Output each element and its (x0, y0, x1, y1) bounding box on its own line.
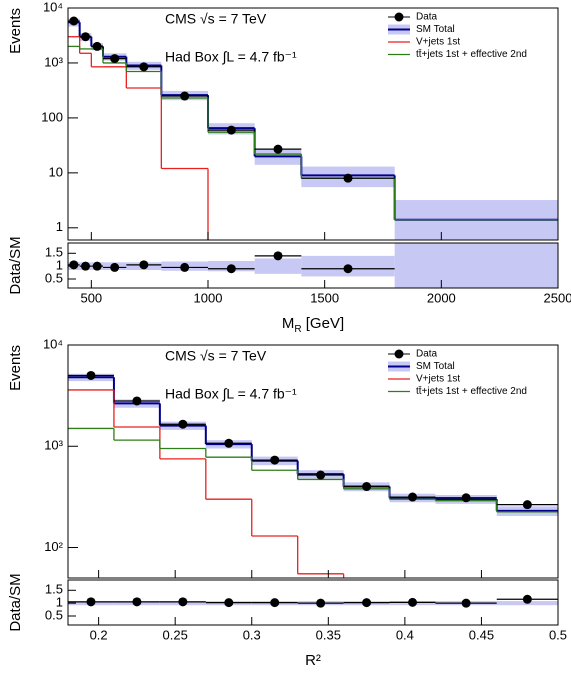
data-point (180, 91, 190, 101)
y-axis-label: Events (7, 345, 24, 391)
ratio-point (86, 597, 96, 607)
ratio-frame (67, 579, 559, 626)
y-tick-label: 100 (41, 109, 63, 124)
x-axis-label-part: R (294, 324, 301, 335)
annotation: CMS √s = 7 TeV (165, 348, 267, 364)
ratio-point (522, 594, 532, 604)
ratio-point (343, 264, 353, 274)
x-axis-label-part: [GeV] (302, 315, 345, 332)
ratio-y-tick-label: 1.5 (45, 245, 63, 260)
data-point (178, 419, 188, 429)
x-tick-label: 0.4 (396, 627, 414, 642)
y-tick-label: 10³ (44, 54, 63, 69)
y-tick-label: 10³ (44, 438, 63, 453)
ratio-y-tick-label: 0.5 (45, 607, 63, 622)
x-tick-label: 1000 (194, 290, 223, 305)
ratio-point (92, 261, 102, 271)
x-tick-label: 0.2 (90, 627, 108, 642)
data-point (81, 32, 90, 42)
y-tick-label: 1 (56, 219, 63, 234)
ratio-y-axis-label: Data/SM (7, 573, 24, 631)
ratio-point (270, 598, 280, 608)
annotation: Had Box ∫L = 4.7 fb⁻¹ (165, 386, 297, 402)
legend-label: SM Total (416, 24, 455, 35)
plot-frame (67, 7, 559, 241)
y-tick-label: 10⁴ (43, 0, 63, 14)
x-tick-label: 2500 (544, 290, 571, 305)
x-axis-label: MR [GeV] (282, 315, 344, 335)
data-point (270, 455, 280, 465)
legend-label: tt̄+jets 1st + effective 2nd (416, 385, 527, 397)
ratio-band (394, 243, 558, 288)
data-point (522, 500, 532, 510)
ratio-point (362, 598, 372, 608)
ratio-y-tick-label: 1.5 (45, 582, 63, 597)
data-point (362, 482, 372, 492)
ratio-y-axis-label: Data/SM (7, 236, 24, 294)
ratio-point (224, 598, 234, 608)
data-point (461, 493, 471, 503)
ratio-point (180, 262, 190, 272)
ratio-point (226, 264, 236, 274)
legend-label: SM Total (416, 361, 455, 372)
x-tick-label: 2000 (427, 290, 456, 305)
ratio-point (408, 597, 418, 607)
ratio-point (461, 598, 471, 608)
ratio-y-tick-label: 0.5 (45, 270, 63, 285)
y-tick-label: 10 (49, 164, 63, 179)
ratio-point (110, 262, 120, 272)
y-axis-label: Events (7, 8, 24, 54)
data-point (226, 125, 236, 135)
x-tick-label: 500 (80, 290, 102, 305)
data-point (139, 62, 149, 72)
data-point (86, 370, 96, 380)
data-point (69, 16, 79, 26)
legend-marker (394, 349, 404, 359)
x-axis-label-part: M (282, 315, 295, 332)
legend-label: tt̄+jets 1st + effective 2nd (416, 48, 527, 60)
data-point (316, 470, 326, 480)
y-tick-label: 10² (44, 539, 63, 554)
ratio-point (139, 260, 149, 270)
ratio-point (69, 260, 79, 270)
ratio-y-tick-label: 1 (56, 595, 63, 610)
x-tick-label: 1500 (310, 290, 339, 305)
annotation: CMS √s = 7 TeV (165, 11, 267, 27)
x-tick-label: 0.45 (469, 627, 494, 642)
annotation: Had Box ∫L = 4.7 fb⁻¹ (165, 49, 297, 65)
ratio-point (316, 598, 326, 608)
legend-label: Data (416, 349, 438, 360)
ratio-point (273, 251, 283, 261)
data-point (343, 173, 353, 183)
plot-frame (67, 344, 559, 579)
data-point (110, 54, 120, 64)
ratio-y-tick-label: 1 (56, 258, 63, 273)
x-axis-label-part: R² (305, 652, 321, 669)
legend-label: V+jets 1st (416, 374, 460, 385)
data-point (92, 41, 102, 51)
x-axis-label: R² (305, 652, 321, 669)
legend-marker (394, 12, 404, 22)
ratio-point (178, 597, 188, 607)
data-point (408, 492, 418, 502)
legend-label: Data (416, 12, 438, 23)
ratio-frame (67, 242, 559, 289)
ratio-band (254, 258, 302, 274)
ratio-point (81, 261, 90, 271)
ratio-point (132, 597, 142, 607)
x-tick-label: 0.35 (316, 627, 341, 642)
x-tick-label: 0.5 (549, 627, 567, 642)
data-point (273, 144, 283, 154)
legend-label: V+jets 1st (416, 37, 460, 48)
data-point (224, 438, 234, 448)
x-tick-label: 0.3 (243, 627, 261, 642)
x-tick-label: 0.25 (163, 627, 188, 642)
data-point (132, 396, 142, 406)
y-tick-label: 10⁴ (43, 336, 63, 351)
